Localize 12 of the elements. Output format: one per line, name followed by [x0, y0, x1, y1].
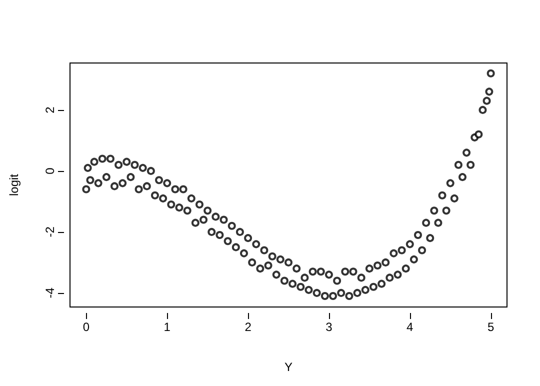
- x-tick-label: 3: [326, 320, 333, 334]
- x-tick-label: 2: [244, 320, 252, 334]
- x-tick-label: 1: [164, 320, 171, 334]
- y-axis-title: logit: [7, 173, 21, 196]
- y-tick-label: 0: [43, 167, 57, 174]
- y-tick-label: -2: [43, 226, 57, 238]
- x-axis-title: Y: [284, 360, 293, 374]
- x-tick-label: 5: [487, 320, 494, 334]
- y-tick-label: -4: [43, 287, 57, 298]
- y-tick-label: 2: [43, 106, 57, 114]
- x-tick-label: 0: [82, 320, 90, 334]
- x-tick-label: 4: [406, 320, 414, 334]
